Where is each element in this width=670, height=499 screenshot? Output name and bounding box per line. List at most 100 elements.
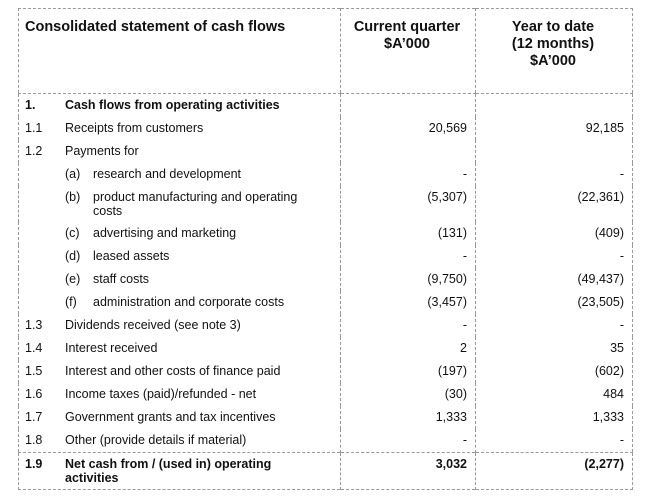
year-to-date-cell xyxy=(475,140,633,163)
label-cell: 1.6 Income taxes (paid)/refunded - net xyxy=(19,383,341,406)
sub-item: (d) xyxy=(65,249,81,263)
row: (d) leased assets - - xyxy=(19,245,633,268)
current-quarter-cell: - xyxy=(340,163,476,186)
row: 1.8 Other (provide details if material) - - xyxy=(19,429,633,453)
row: 1.3 Dividends received (see note 3) - - xyxy=(19,314,633,337)
item-number: 1.3 xyxy=(25,318,43,332)
row: 1.2 Payments for xyxy=(19,140,633,163)
label-cell: (b) product manufacturing and operating c… xyxy=(19,186,341,222)
year-to-date-cell: 35 xyxy=(475,337,633,360)
current-quarter-cell: - xyxy=(340,245,476,268)
label-cell: (a) research and development xyxy=(19,163,341,186)
current-quarter-cell: 1,333 xyxy=(340,406,476,429)
row: (a) research and development - - xyxy=(19,163,633,186)
item-label: Cash flows from operating activities xyxy=(65,98,280,112)
year-to-date-cell: 1,333 xyxy=(475,406,633,429)
item-label: Government grants and tax incentives xyxy=(65,410,276,424)
item-number: 1.9 xyxy=(25,457,43,471)
current-quarter-cell: (5,307) xyxy=(340,186,476,222)
item-label: Receipts from customers xyxy=(65,121,204,135)
current-quarter-cell xyxy=(340,93,476,117)
label-cell: 1.9 Net cash from / (used in) operating a… xyxy=(18,452,341,490)
sub-item: (c) xyxy=(65,226,80,240)
label-cell: (e) staff costs xyxy=(19,268,341,291)
label-cell: 1.1 Receipts from customers xyxy=(19,117,341,140)
item-label: Other (provide details if material) xyxy=(65,433,247,447)
label-cell: 1.7 Government grants and tax incentives xyxy=(19,406,341,429)
item-number: 1.8 xyxy=(25,433,43,447)
row: 1.5 Interest and other costs of finance p… xyxy=(19,360,633,383)
year-to-date-cell: - xyxy=(475,245,633,268)
row: 1.1 Receipts from customers 20,569 92,185 xyxy=(19,117,633,140)
year-to-date-cell: (2,277) xyxy=(475,452,633,490)
row: 1.6 Income taxes (paid)/refunded - net (30… xyxy=(19,383,633,406)
current-quarter-cell: (197) xyxy=(340,360,476,383)
item-label: product manufacturing and operating cost… xyxy=(93,190,298,218)
sub-item: (b) xyxy=(65,190,81,204)
label-cell: (f) administration and corporate costs xyxy=(19,291,341,314)
label-cell: (c) advertising and marketing xyxy=(19,222,341,245)
row: 1.7 Government grants and tax incentives 1… xyxy=(19,406,633,429)
sub-item: (f) xyxy=(65,295,77,309)
item-number: 1.7 xyxy=(25,410,43,424)
year-to-date-cell: (23,505) xyxy=(475,291,633,314)
current-quarter-cell: (3,457) xyxy=(340,291,476,314)
item-label: Income taxes (paid)/refunded - net xyxy=(65,387,257,401)
item-label: Payments for xyxy=(65,144,139,158)
item-number: 1.5 xyxy=(25,364,43,378)
item-number: 1.6 xyxy=(25,387,43,401)
current-quarter-cell: (30) xyxy=(340,383,476,406)
header-line: $A’000 xyxy=(530,53,576,69)
current-quarter-cell: 20,569 xyxy=(340,117,476,140)
cash-flow-table: Consolidated statement of cash flows Cur… xyxy=(18,8,633,490)
row: (f) administration and corporate costs (3,… xyxy=(19,291,633,314)
year-to-date-cell: - xyxy=(475,429,633,453)
current-quarter-cell: 3,032 xyxy=(340,452,476,490)
year-to-date-cell: (409) xyxy=(475,222,633,245)
item-label: staff costs xyxy=(93,272,150,286)
current-quarter-cell: (9,750) xyxy=(340,268,476,291)
year-to-date-cell xyxy=(475,93,633,117)
item-number: 1.1 xyxy=(25,121,43,135)
item-label: Net cash from / (used in) operating acti… xyxy=(65,457,272,485)
current-quarter-cell: - xyxy=(340,429,476,453)
year-to-date-cell: - xyxy=(475,163,633,186)
item-label: leased assets xyxy=(93,249,170,263)
item-number: 1.2 xyxy=(25,144,43,158)
item-number: 1.4 xyxy=(25,341,43,355)
label-cell: 1.5 Interest and other costs of finance p… xyxy=(19,360,341,383)
label-cell: 1.2 Payments for xyxy=(19,140,341,163)
current-quarter-cell xyxy=(340,140,476,163)
label-cell: 1. Cash flows from operating activities xyxy=(19,94,341,118)
label-cell: 1.3 Dividends received (see note 3) xyxy=(19,314,341,337)
header-ytd: Year to date (12 months) $A’000 xyxy=(475,8,633,94)
item-label: administration and corporate costs xyxy=(93,295,285,309)
header-line: Current quarter xyxy=(353,19,461,35)
row: 1.9 Net cash from / (used in) operating a… xyxy=(18,452,633,490)
year-to-date-cell: (22,361) xyxy=(475,186,633,222)
current-quarter-cell: - xyxy=(340,314,476,337)
sub-item: (e) xyxy=(65,272,81,286)
row: (b) product manufacturing and operating c… xyxy=(19,186,633,222)
table-body: Consolidated statement of cash flows Cur… xyxy=(18,8,633,490)
current-quarter-cell: (131) xyxy=(340,222,476,245)
item-label: Dividends received (see note 3) xyxy=(65,318,241,332)
item-number: 1. xyxy=(25,98,36,112)
year-to-date-cell: - xyxy=(475,314,633,337)
item-label: Interest and other costs of finance paid xyxy=(65,364,281,378)
label-cell: (d) leased assets xyxy=(19,245,341,268)
header-current: Current quarter $A’000 xyxy=(340,8,476,94)
header-title: Consolidated statement of cash flows xyxy=(18,8,341,94)
row: 1. Cash flows from operating activities xyxy=(19,93,633,118)
label-cell: 1.4 Interest received xyxy=(19,337,341,360)
item-label: research and development xyxy=(93,167,242,181)
sub-item: (a) xyxy=(65,167,81,181)
year-to-date-cell: (49,437) xyxy=(475,268,633,291)
item-label: advertising and marketing xyxy=(93,226,237,240)
year-to-date-cell: 484 xyxy=(475,383,633,406)
row: 1.4 Interest received 2 35 xyxy=(19,337,633,360)
row: (c) advertising and marketing (131) (409) xyxy=(19,222,633,245)
year-to-date-cell: 92,185 xyxy=(475,117,633,140)
year-to-date-cell: (602) xyxy=(475,360,633,383)
